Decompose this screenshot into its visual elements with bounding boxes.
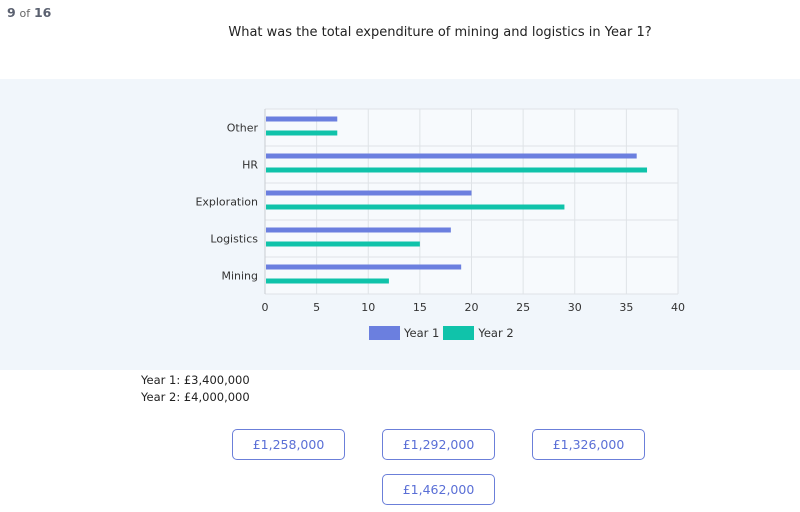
legend-entry-year1: Year 1 xyxy=(369,326,443,340)
bar-year2-exploration xyxy=(266,204,565,210)
progress-total: 16 xyxy=(33,5,52,20)
x-tick-label: 20 xyxy=(465,301,479,314)
x-tick-label: 25 xyxy=(516,301,530,314)
total-year2: Year 2: £4,000,000 xyxy=(141,390,250,404)
y-tick-label: Exploration xyxy=(195,196,258,209)
bar-chart: 0 5 10 15 20 25 30 35 40 Other HR Exploration Logist… xyxy=(195,108,685,314)
bar-year1-mining xyxy=(266,264,462,270)
x-tick-label: 5 xyxy=(313,301,320,314)
x-tick-label: 30 xyxy=(568,301,582,314)
progress-of: of xyxy=(19,7,31,20)
answer-button-3[interactable]: £1,326,000 xyxy=(532,429,645,460)
bar-year1-hr xyxy=(266,153,637,159)
totals-block: Year 1: £3,400,000 Year 2: £4,000,000 xyxy=(141,372,250,406)
question-text: What was the total expenditure of mining… xyxy=(228,25,652,40)
bar-year2-mining xyxy=(266,278,389,284)
answer-button-2[interactable]: £1,292,000 xyxy=(382,429,495,460)
legend-label-year1: Year 1 xyxy=(404,326,440,340)
answer-button-1[interactable]: £1,258,000 xyxy=(232,429,345,460)
legend-label-year2: Year 2 xyxy=(478,326,514,340)
total-year1: Year 1: £3,400,000 xyxy=(141,373,250,387)
y-tick-label: Other xyxy=(227,122,259,135)
bar-year1-logistics xyxy=(266,227,451,233)
x-tick-label: 40 xyxy=(671,301,685,314)
legend-entry-year2: Year 2 xyxy=(443,326,517,340)
y-tick-label: HR xyxy=(242,159,258,172)
legend-swatch-year2 xyxy=(443,326,475,340)
x-tick-label: 0 xyxy=(262,301,269,314)
x-tick-label: 35 xyxy=(619,301,633,314)
x-tick-label: 10 xyxy=(361,301,375,314)
y-tick-label: Logistics xyxy=(210,233,258,246)
bar-year2-other xyxy=(266,130,338,136)
y-tick-label: Mining xyxy=(221,270,258,283)
legend-swatch-year1 xyxy=(369,326,400,340)
bar-year2-hr xyxy=(266,167,648,173)
bar-year2-logistics xyxy=(266,241,420,247)
bar-year1-exploration xyxy=(266,190,472,196)
chart-panel: 0 5 10 15 20 25 30 35 40 Other HR Exploration Logist… xyxy=(0,79,800,370)
chart-legend: Year 1 Year 2 xyxy=(369,326,518,340)
bar-year1-other xyxy=(266,116,338,122)
x-tick-label: 15 xyxy=(413,301,427,314)
progress-indicator: 9 of 16 xyxy=(7,5,51,20)
answer-button-4[interactable]: £1,462,000 xyxy=(382,474,495,505)
progress-current: 9 xyxy=(7,5,16,20)
